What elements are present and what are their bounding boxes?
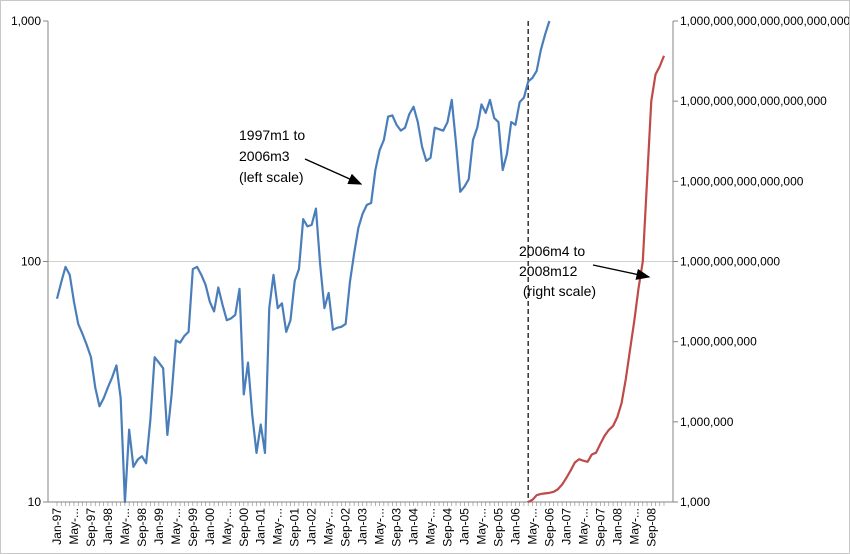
left-tick-label: 100: [21, 255, 41, 269]
x-tick-label: Sep-04: [441, 508, 455, 547]
x-tick-label: May-...: [118, 508, 132, 545]
x-tick-label: May-...: [169, 508, 183, 545]
annotation-right-arrow: [592, 264, 651, 280]
x-tick-label: May-...: [373, 508, 387, 545]
x-tick-label: Sep-06: [542, 508, 556, 547]
axes: 10 100 1,000 1,000 1,000,000 1,000,000,000 1,0…: [11, 14, 849, 547]
x-tick-label: Jan-06: [508, 508, 522, 545]
x-tick-label: Jan-01: [254, 508, 268, 545]
x-tick-label: May-...: [271, 508, 285, 545]
right-tick-label: 1,000,000: [680, 415, 734, 429]
right-tick-label: 1,000,000,000,000: [680, 255, 780, 269]
x-tick-label: Jan-00: [203, 508, 217, 545]
x-tick-label: May-...: [576, 508, 590, 545]
x-tick-label: Sep-98: [135, 508, 149, 547]
annotation-right-line-1: 2006m4 to: [519, 243, 585, 259]
x-tick-label: Jan-97: [50, 508, 64, 545]
x-tick-label: Sep-05: [491, 508, 505, 547]
x-tick-label: Sep-97: [84, 508, 98, 547]
annotation-left-line-1: 1997m1 to: [239, 127, 305, 143]
x-tick-label: May-...: [67, 508, 81, 545]
series-line-1997-2006: [55, 20, 551, 504]
x-tick-label: Sep-02: [339, 508, 353, 547]
annotation-left-line-3: (left scale): [239, 169, 304, 185]
x-tick-label: Jan-08: [610, 508, 624, 545]
annotation-left-series: 1997m1 to 2006m3 (left scale): [239, 127, 309, 185]
annotation-left-arrow: [304, 158, 363, 185]
x-tick-label: May-...: [424, 508, 438, 545]
x-tick-label: Sep-00: [237, 508, 251, 547]
x-tick-label: May-...: [474, 508, 488, 545]
x-tick-label: May-...: [525, 508, 539, 545]
x-tick-label: Sep-03: [390, 508, 404, 547]
x-tick-label: Sep-07: [593, 508, 607, 547]
x-tick-label: Jan-04: [407, 508, 421, 545]
x-tick-label: Jan-07: [559, 508, 573, 545]
left-tick-label: 1,000: [11, 14, 41, 28]
x-tick-label: Sep-99: [186, 508, 200, 547]
annotation-right-line-2: 2008m12: [519, 263, 578, 279]
x-tick-label: Jan-03: [356, 508, 370, 545]
right-tick-label: 1,000,000,000,000,000,000,000: [680, 14, 849, 28]
x-tick-label: May-...: [627, 508, 641, 545]
left-tick-label: 10: [28, 495, 42, 509]
x-tick-label: Jan-02: [305, 508, 319, 545]
x-tick-label: Sep-01: [288, 508, 302, 547]
annotations: 1997m1 to 2006m3 (left scale) 2006m4 to …: [239, 127, 651, 299]
right-tick-label: 1,000,000,000: [680, 335, 757, 349]
right-tick-label: 1,000,000,000,000,000: [680, 174, 804, 188]
x-tick-label: Jan-99: [152, 508, 166, 545]
x-tick-label: May-...: [220, 508, 234, 545]
x-tick-label: Sep-08: [644, 508, 658, 547]
annotation-left-line-2: 2006m3: [239, 148, 290, 164]
right-tick-label: 1,000: [680, 495, 710, 509]
annotation-right-series: 2006m4 to 2008m12 (right scale): [519, 243, 596, 299]
right-tick-label: 1,000,000,000,000,000,000: [680, 94, 827, 108]
annotation-right-line-3: (right scale): [519, 283, 596, 299]
x-tick-label: May-...: [322, 508, 336, 545]
x-tick-label: Jan-05: [457, 508, 471, 545]
x-tick-label: Jan-98: [101, 508, 115, 545]
